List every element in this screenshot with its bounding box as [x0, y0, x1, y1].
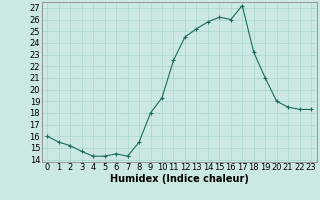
X-axis label: Humidex (Indice chaleur): Humidex (Indice chaleur): [110, 174, 249, 184]
